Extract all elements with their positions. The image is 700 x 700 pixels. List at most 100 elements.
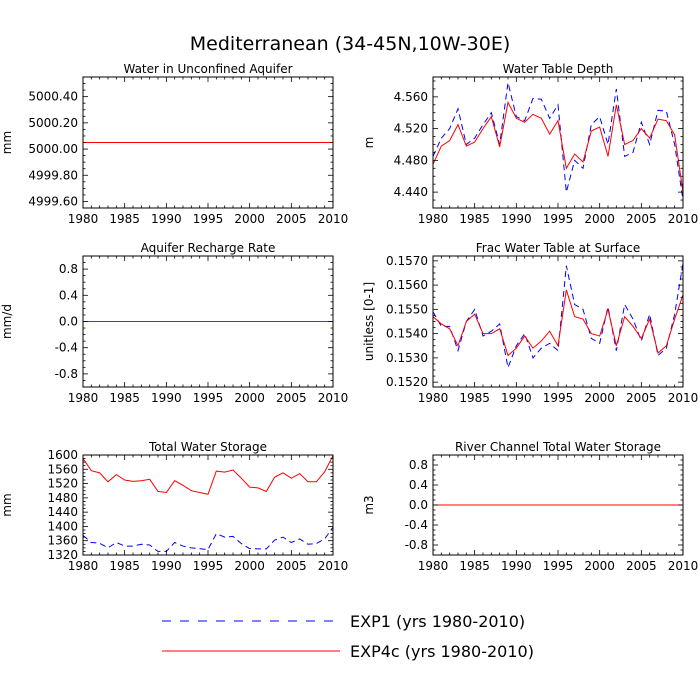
y-tick-label-frac-water-table: 0.1530: [386, 351, 428, 365]
y-axis-label-total-water-storage: mm: [0, 493, 14, 516]
x-tick-label-total-water-storage: 2010: [318, 559, 349, 573]
x-tick-label-total-water-storage: 1990: [151, 559, 182, 573]
x-tick-label-river-channel-storage: 2005: [626, 559, 657, 573]
series-line-exp1-total-water-storage: [83, 526, 333, 552]
y-tick-label-river-channel-storage: 0.4: [409, 478, 428, 492]
y-tick-label-frac-water-table: 0.1560: [386, 278, 428, 292]
y-tick-label-unconfined-aquifer: 5000.00: [28, 142, 78, 156]
x-tick-label-river-channel-storage: 1990: [501, 559, 532, 573]
x-tick-label-aquifer-recharge: 1980: [68, 391, 99, 405]
x-tick-label-aquifer-recharge: 2010: [318, 391, 349, 405]
panel-title-frac-water-table: Frac Water Table at Surface: [476, 241, 640, 255]
panel-title-aquifer-recharge: Aquifer Recharge Rate: [141, 241, 276, 255]
y-tick-label-total-water-storage: 1320: [47, 548, 78, 562]
x-tick-label-water-table-depth: 1980: [418, 212, 449, 226]
y-tick-label-frac-water-table: 0.1540: [386, 327, 428, 341]
x-tick-label-unconfined-aquifer: 1985: [109, 212, 140, 226]
legend-label-exp1: EXP1 (yrs 1980-2010): [350, 612, 525, 631]
x-tick-label-unconfined-aquifer: 2005: [276, 212, 307, 226]
panel-title-unconfined-aquifer: Water in Unconfined Aquifer: [123, 62, 292, 76]
x-tick-label-water-table-depth: 1985: [459, 212, 490, 226]
y-tick-label-river-channel-storage: 0.8: [409, 458, 428, 472]
y-tick-label-unconfined-aquifer: 5000.40: [28, 90, 78, 104]
axes-frame-total-water-storage: [82, 454, 334, 556]
y-tick-label-total-water-storage: 1400: [47, 519, 78, 533]
series-line-exp1-water-table-depth: [433, 82, 683, 201]
y-axis-label-aquifer-recharge: mm/d: [0, 304, 14, 339]
legend: EXP1 (yrs 1980-2010) EXP4c (yrs 1980-201…: [162, 612, 534, 661]
x-tick-label-total-water-storage: 2000: [234, 559, 265, 573]
panel-title-total-water-storage: Total Water Storage: [148, 440, 267, 454]
y-tick-label-frac-water-table: 0.1550: [386, 302, 428, 316]
panel-unconfined-aquifer: Water in Unconfined Aquifer mm 1980 1985 199…: [0, 62, 348, 226]
series-line-exp4c-total-water-storage: [83, 455, 333, 495]
y-tick-label-unconfined-aquifer: 5000.20: [28, 116, 78, 130]
x-tick-label-aquifer-recharge: 2000: [234, 391, 265, 405]
x-tick-label-total-water-storage: 1985: [109, 559, 140, 573]
series-line-exp4c-frac-water-table: [433, 289, 683, 357]
x-tick-label-water-table-depth: 2000: [584, 212, 615, 226]
panel-frac-water-table: Frac Water Table at Surface unitless [0-1…: [362, 241, 698, 405]
series-line-exp4c-water-table-depth: [433, 100, 683, 193]
x-tick-label-frac-water-table: 1980: [418, 391, 449, 405]
axes-frame-frac-water-table: [432, 255, 684, 388]
series-group-total-water-storage: [83, 455, 333, 552]
x-tick-label-frac-water-table: 2000: [584, 391, 615, 405]
y-tick-label-total-water-storage: 1480: [47, 491, 78, 505]
y-tick-label-frac-water-table: 0.1520: [386, 375, 428, 389]
series-line-exp1-frac-water-table: [433, 263, 683, 370]
x-tick-label-river-channel-storage: 2000: [584, 559, 615, 573]
legend-label-exp4c: EXP4c (yrs 1980-2010): [350, 642, 534, 661]
x-tick-label-water-table-depth: 1990: [501, 212, 532, 226]
y-tick-label-total-water-storage: 1440: [47, 505, 78, 519]
panel-water-table-depth: Water Table Depth m 1980 1985 1990 1995 2000 20…: [362, 62, 698, 226]
x-tick-label-unconfined-aquifer: 1995: [193, 212, 224, 226]
x-tick-label-river-channel-storage: 1995: [543, 559, 574, 573]
y-tick-label-water-table-depth: 4.560: [394, 90, 428, 104]
figure-title: Mediterranean (34-45N,10W-30E): [190, 33, 510, 55]
panel-title-water-table-depth: Water Table Depth: [503, 62, 614, 76]
axes-frame-water-table-depth: [432, 76, 684, 209]
x-tick-label-total-water-storage: 1980: [68, 559, 99, 573]
y-axis-label-frac-water-table: unitless [0-1]: [362, 282, 376, 361]
y-tick-label-river-channel-storage: -0.8: [405, 538, 428, 552]
panel-river-channel-storage: River Channel Total Water Storage m3 1980 1…: [362, 440, 698, 573]
x-tick-label-water-table-depth: 1995: [543, 212, 574, 226]
series-group-water-table-depth: [433, 82, 683, 201]
y-axis-label-river-channel-storage: m3: [362, 495, 376, 514]
y-tick-label-aquifer-recharge: 0.8: [59, 262, 78, 276]
x-tick-label-total-water-storage: 1995: [193, 559, 224, 573]
x-tick-label-unconfined-aquifer: 2010: [318, 212, 349, 226]
x-tick-label-frac-water-table: 2005: [626, 391, 657, 405]
y-tick-label-river-channel-storage: -0.4: [405, 518, 428, 532]
x-tick-label-river-channel-storage: 2010: [668, 559, 699, 573]
y-tick-label-total-water-storage: 1600: [47, 448, 78, 462]
panels: Water in Unconfined Aquifer mm 1980 1985 199…: [0, 62, 698, 573]
x-tick-label-river-channel-storage: 1980: [418, 559, 449, 573]
x-tick-label-frac-water-table: 1995: [543, 391, 574, 405]
series-group-frac-water-table: [433, 263, 683, 370]
x-tick-label-aquifer-recharge: 1990: [151, 391, 182, 405]
y-tick-label-unconfined-aquifer: 4999.60: [28, 194, 78, 208]
y-tick-label-water-table-depth: 4.480: [394, 153, 428, 167]
y-axis-label-unconfined-aquifer: mm: [0, 131, 14, 154]
panel-aquifer-recharge: Aquifer Recharge Rate mm/d 1980 1985 1990 199…: [0, 241, 348, 405]
x-tick-label-aquifer-recharge: 1985: [109, 391, 140, 405]
y-tick-label-water-table-depth: 4.520: [394, 122, 428, 136]
x-tick-label-frac-water-table: 1985: [459, 391, 490, 405]
x-tick-label-frac-water-table: 2010: [668, 391, 699, 405]
y-tick-label-aquifer-recharge: 0.0: [59, 315, 78, 329]
y-tick-label-water-table-depth: 4.440: [394, 185, 428, 199]
x-tick-label-unconfined-aquifer: 2000: [234, 212, 265, 226]
y-tick-label-unconfined-aquifer: 4999.80: [28, 168, 78, 182]
x-tick-label-aquifer-recharge: 1995: [193, 391, 224, 405]
y-axis-label-water-table-depth: m: [362, 137, 376, 149]
x-tick-label-unconfined-aquifer: 1990: [151, 212, 182, 226]
x-tick-label-total-water-storage: 2005: [276, 559, 307, 573]
x-tick-label-aquifer-recharge: 2005: [276, 391, 307, 405]
x-tick-label-frac-water-table: 1990: [501, 391, 532, 405]
y-tick-label-aquifer-recharge: -0.8: [55, 367, 78, 381]
y-tick-label-river-channel-storage: 0.0: [409, 498, 428, 512]
x-tick-label-unconfined-aquifer: 1980: [68, 212, 99, 226]
